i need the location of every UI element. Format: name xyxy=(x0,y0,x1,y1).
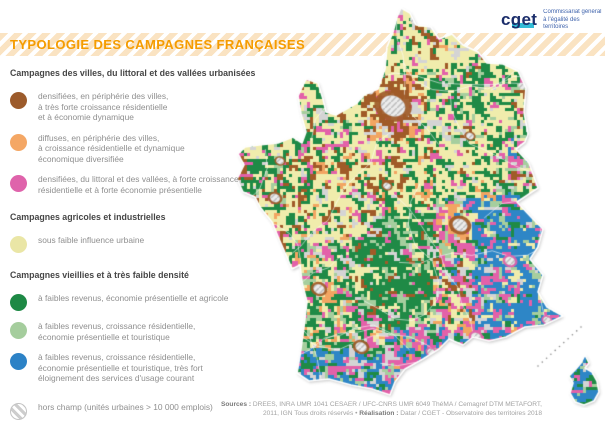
color-swatch-icon xyxy=(10,322,27,339)
legend-item: à faibles revenus, économie présentielle… xyxy=(10,293,302,311)
color-swatch-icon xyxy=(10,236,27,253)
legend-item-label: diffuses, en périphérie des villes, à cr… xyxy=(38,132,185,164)
legend-item: à faibles revenus, croissance résidentie… xyxy=(10,321,302,342)
sources-label: Sources : xyxy=(221,401,252,408)
legend: Campagnes des villes, du littoral et des… xyxy=(10,68,302,428)
color-swatch-icon xyxy=(10,294,27,311)
sources-line2: 2011, IGN Tous droits réservés • Réalisa… xyxy=(262,410,542,417)
color-swatch-icon xyxy=(10,175,27,192)
cget-logo: cget Commissariat général à l'égalité de… xyxy=(501,9,605,32)
legend-item: sous faible influence urbaine xyxy=(10,235,302,253)
legend-item-label: hors champ (unités urbaines > 10 000 emp… xyxy=(38,401,213,412)
legend-group-heading: Campagnes vieillies et à très faible den… xyxy=(10,270,189,280)
legend-item: hors champ (unités urbaines > 10 000 emp… xyxy=(10,402,302,420)
sources-line1: Sources : DREES, INRA UMR 1041 CESAER / … xyxy=(221,401,542,408)
legend-group-heading: Campagnes agricoles et industrielles xyxy=(10,212,166,222)
legend-item: à faibles revenus, croissance résidentie… xyxy=(10,352,302,384)
legend-item-label: à faibles revenus, économie présentielle… xyxy=(38,293,229,303)
legend-group-heading: Campagnes des villes, du littoral et des… xyxy=(10,68,256,78)
realisation-label: Réalisation : xyxy=(359,410,399,417)
cget-logo-word: cget xyxy=(501,10,538,30)
sources-note: Sources : DREES, INRA UMR 1041 CESAER / … xyxy=(212,400,542,418)
page-title: TYPOLOGIE DES CAMPAGNES FRANÇAISES xyxy=(10,37,306,52)
hatched-swatch-icon xyxy=(10,402,27,420)
cget-tagline-line2: à l'égalité des territoires xyxy=(543,16,580,31)
france-typology-map xyxy=(235,6,605,408)
legend-item-label: à faibles revenus, croissance résidentie… xyxy=(38,321,196,342)
legend-item-label: densifiées, du littoral et des vallées, … xyxy=(38,174,239,195)
color-swatch-icon xyxy=(10,133,27,151)
legend-item-label: sous faible influence urbaine xyxy=(38,235,145,245)
legend-item: densifiées, du littoral et des vallées, … xyxy=(10,174,302,195)
legend-item-label: à faibles revenus, croissance résidentie… xyxy=(38,352,203,383)
legend-item: densifiées, en périphérie des villes, à … xyxy=(10,91,302,123)
legend-item-label: densifiées, en périphérie des villes, à … xyxy=(38,91,169,122)
color-swatch-icon xyxy=(10,92,27,109)
legend-item: diffuses, en périphérie des villes, à cr… xyxy=(10,133,302,165)
cget-logo-tagline: Commissariat général à l'égalité des ter… xyxy=(543,9,605,32)
color-swatch-icon xyxy=(10,353,27,370)
cget-tagline-line1: Commissariat général xyxy=(543,9,602,15)
